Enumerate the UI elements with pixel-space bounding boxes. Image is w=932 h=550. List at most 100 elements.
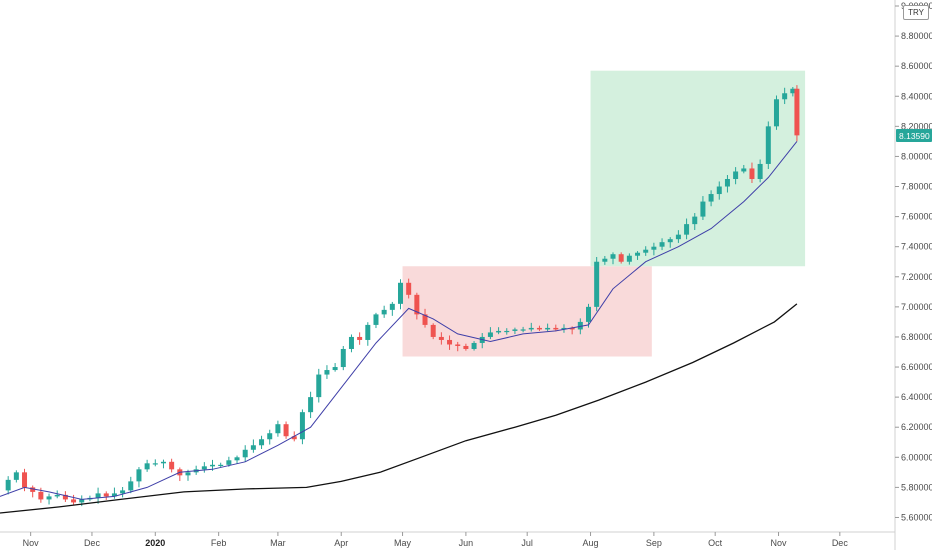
price-label-text: 8.13590 [899,131,930,141]
candle-body [520,329,526,331]
candle-body [46,496,52,500]
candle-body [675,234,681,240]
candle-body [610,254,616,259]
candle-body [357,336,363,340]
candle-body [234,457,240,461]
x-tick-label: Feb [211,538,227,548]
candle-body [120,490,126,494]
candle-body [299,412,305,440]
candle-body [201,466,207,470]
candle-body [38,491,44,500]
candle-body [585,306,591,322]
y-tick-label: 7.40000 [901,242,932,252]
candle-body [283,424,289,437]
x-tick-label: Aug [583,538,599,548]
candle-body [782,93,788,100]
y-tick-label: 6.60000 [901,362,932,372]
candle-body [741,168,747,172]
x-tick-label: Nov [771,538,788,548]
candle-body [316,374,322,398]
y-tick-label: 6.00000 [901,452,932,462]
candle-body [13,472,19,480]
candle-body [643,249,649,253]
candle-body [218,464,224,467]
price-label-box [896,128,932,142]
candle-body [365,324,371,340]
candle-body [275,424,281,434]
y-tick-label: 7.60000 [901,212,932,222]
candle-body [259,439,265,446]
candle-body [773,99,779,127]
candle-body [667,239,673,243]
candle-body [398,282,404,304]
candle-body [414,294,420,315]
candle-body [406,282,412,295]
currency-badge[interactable]: TRY [903,5,929,20]
sma-short-line [0,141,798,500]
candle-body [103,493,109,497]
y-tick-label: 7.20000 [901,272,932,282]
candle-body [111,493,117,497]
candle-body [487,332,493,337]
candle-body [794,88,800,136]
candle-body [716,186,722,195]
y-tick-label: 6.80000 [901,332,932,342]
candle-body [210,464,216,467]
candle-body [389,303,395,310]
candle-body [724,178,730,187]
zone-layer [402,70,806,357]
x-tick-label: 2020 [145,538,165,548]
y-tick-label: 5.80000 [901,482,932,492]
sma-long-line [0,303,798,514]
candle-body [635,252,641,256]
x-tick-label: Oct [708,538,723,548]
candle-body [62,494,68,500]
candle-body [71,499,77,503]
candle-body [169,461,175,470]
candle-body [528,327,534,330]
candle-body [765,126,771,164]
candle-body [95,493,101,498]
x-tick-label: Dec [832,538,849,548]
candle-body [30,487,36,492]
x-tick-label: Apr [334,538,348,548]
candle-body [447,339,453,345]
candle-body [373,314,379,325]
x-tick-label: May [394,538,412,548]
candle-body [226,460,232,465]
candle-body [659,242,665,247]
x-tick-label: Nov [23,538,40,548]
y-tick-label: 7.00000 [901,302,932,312]
candle-body [790,88,796,94]
candle-body [430,324,436,337]
candles-layer [5,85,800,507]
y-tick-label: 8.20000 [901,121,932,131]
x-tick-label: Jul [521,538,533,548]
x-tick-label: Mar [270,538,286,548]
y-tick-label: 6.40000 [901,392,932,402]
moving-averages-layer [0,141,798,514]
candle-body [160,461,166,464]
candle-body [267,433,273,440]
candle-body [144,463,150,470]
candle-body [79,499,85,503]
zone-box-1 [590,70,806,267]
y-tick-label: 8.80000 [901,31,932,41]
candle-body [594,261,600,307]
y-tick-label: 6.20000 [901,422,932,432]
candle-body [324,370,330,375]
candle-body [561,327,567,330]
candle-body [471,342,477,349]
candle-body [684,224,690,235]
candle-body [496,330,502,333]
candle-body [569,327,575,330]
y-tick-label: 8.00000 [901,151,932,161]
candle-body [618,254,624,262]
candle-body [422,314,428,325]
candle-body [332,367,338,371]
candle-body [381,309,387,315]
candle-body [185,472,191,476]
candle-body [651,246,657,250]
candle-body [545,327,551,330]
